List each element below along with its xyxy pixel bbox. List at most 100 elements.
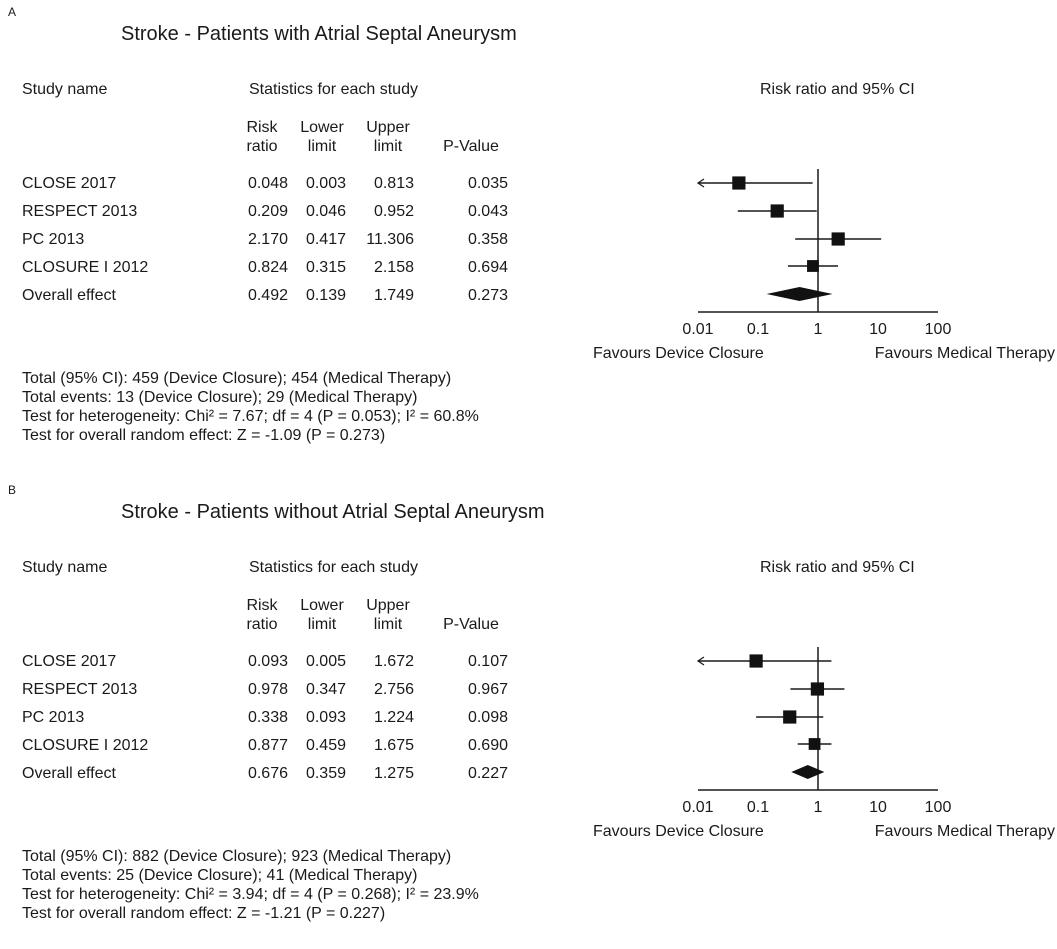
- upper-limit-value: 11.306: [366, 231, 414, 248]
- x-tick-label: 0.1: [747, 799, 769, 816]
- effect-square: [810, 682, 825, 696]
- p-value: 0.358: [467, 231, 508, 248]
- risk-ratio-header: Risk ratio: [246, 597, 278, 633]
- effect-square: [749, 654, 763, 668]
- effect-square: [732, 176, 746, 190]
- forest-plot: 0.01 0.1 1 10 100 Favours Device Closure Favou…: [593, 647, 1055, 840]
- study-name: CLOSE 2017: [22, 653, 117, 670]
- upper-limit-value: 1.275: [373, 765, 414, 782]
- lower-limit-value: 0.046: [305, 203, 346, 220]
- effect-square: [783, 710, 797, 724]
- favours-device-label: Favours Device Closure: [593, 823, 764, 840]
- overall-effect-diamond: [766, 287, 833, 301]
- upper-limit-value: 1.675: [373, 737, 414, 754]
- upper-limit-value: 1.672: [373, 653, 414, 670]
- risk-ratio-value: 0.048: [247, 175, 288, 192]
- overall-effect-diamond: [791, 765, 825, 779]
- summary-overall-test: Test for overall random effect: Z = -1.2…: [22, 905, 386, 922]
- plot-header: Risk ratio and 95% CI: [760, 81, 915, 98]
- x-tick-label: 0.01: [682, 799, 713, 816]
- panel-title: Stroke - Patients without Atrial Septal …: [121, 501, 545, 523]
- upper-limit-value: 1.749: [373, 287, 414, 304]
- summary-total: Total (95% CI): 459 (Device Closure); 45…: [22, 370, 452, 387]
- overall-effect-label: Overall effect: [22, 765, 116, 782]
- p-value: 0.227: [467, 765, 508, 782]
- summary-heterogeneity: Test for heterogeneity: Chi² = 7.67; df …: [22, 408, 479, 425]
- study-name: CLOSURE I 2012: [22, 259, 149, 276]
- p-value-header: P-Value: [443, 138, 499, 155]
- lower-limit-value: 0.315: [305, 259, 346, 276]
- x-tick-label: 1: [814, 799, 823, 816]
- effect-square: [770, 204, 784, 218]
- risk-ratio-value: 0.492: [247, 287, 288, 304]
- upper-limit-value: 1.224: [373, 709, 414, 726]
- upper-limit-header: Upper limit: [366, 119, 410, 155]
- p-value: 0.098: [467, 709, 508, 726]
- forest-plot: 0.01 0.1 1 10 100 Favours Device Closure Favou…: [593, 169, 1055, 362]
- overall-effect-label: Overall effect: [22, 287, 116, 304]
- study-name: PC 2013: [22, 231, 85, 248]
- lower-limit-header: Lower limit: [300, 597, 344, 633]
- ci-truncation-arrow: [696, 178, 705, 188]
- p-value: 0.967: [467, 681, 508, 698]
- study-name: CLOSURE I 2012: [22, 737, 149, 754]
- forest-plot-panel-a: A Stroke - Patients with Atrial Septal A…: [0, 0, 1057, 470]
- x-tick-label: 0.1: [747, 321, 769, 338]
- lower-limit-value: 0.347: [305, 681, 346, 698]
- p-value: 0.690: [467, 737, 508, 754]
- lower-limit-value: 0.359: [305, 765, 346, 782]
- x-tick-label: 100: [925, 799, 952, 816]
- lower-limit-value: 0.093: [305, 709, 346, 726]
- x-tick-label: 10: [869, 321, 887, 338]
- summary-events: Total events: 13 (Device Closure); 29 (M…: [22, 389, 418, 406]
- panel-letter: B: [8, 483, 17, 497]
- x-tick-label: 10: [869, 799, 887, 816]
- upper-limit-value: 0.952: [373, 203, 414, 220]
- favours-medical-label: Favours Medical Therapy: [875, 823, 1055, 840]
- risk-ratio-value: 0.978: [247, 681, 288, 698]
- favours-medical-label: Favours Medical Therapy: [875, 345, 1055, 362]
- risk-ratio-value: 0.093: [247, 653, 288, 670]
- p-value: 0.273: [467, 287, 508, 304]
- statistics-header: Statistics for each study: [249, 559, 418, 576]
- panel-letter: A: [8, 5, 17, 19]
- x-tick-label: 0.01: [682, 321, 713, 338]
- lower-limit-value: 0.005: [305, 653, 346, 670]
- p-value: 0.107: [467, 653, 508, 670]
- summary-events: Total events: 25 (Device Closure); 41 (M…: [22, 867, 418, 884]
- effect-square: [831, 232, 845, 246]
- study-name: PC 2013: [22, 709, 85, 726]
- p-value: 0.035: [467, 175, 508, 192]
- effect-square: [807, 260, 819, 272]
- p-value: 0.694: [467, 259, 508, 276]
- lower-limit-value: 0.459: [305, 737, 346, 754]
- forest-plot-panel-b: B Stroke - Patients without Atrial Septa…: [0, 478, 1057, 948]
- upper-limit-header: Upper limit: [366, 597, 410, 633]
- risk-ratio-value: 2.170: [247, 231, 288, 248]
- upper-limit-value: 0.813: [373, 175, 414, 192]
- lower-limit-value: 0.417: [305, 231, 346, 248]
- upper-limit-value: 2.158: [373, 259, 414, 276]
- x-tick-label: 1: [814, 321, 823, 338]
- plot-header: Risk ratio and 95% CI: [760, 559, 915, 576]
- x-tick-label: 100: [925, 321, 952, 338]
- risk-ratio-value: 0.877: [247, 737, 288, 754]
- risk-ratio-value: 0.676: [247, 765, 288, 782]
- summary-overall-test: Test for overall random effect: Z = -1.0…: [22, 427, 386, 444]
- effect-square: [808, 738, 821, 750]
- p-value-header: P-Value: [443, 616, 499, 633]
- lower-limit-value: 0.003: [305, 175, 346, 192]
- study-name-header: Study name: [22, 559, 108, 576]
- risk-ratio-header: Risk ratio: [246, 119, 278, 155]
- summary-heterogeneity: Test for heterogeneity: Chi² = 3.94; df …: [22, 886, 479, 903]
- study-name-header: Study name: [22, 81, 108, 98]
- upper-limit-value: 2.756: [373, 681, 414, 698]
- lower-limit-header: Lower limit: [300, 119, 344, 155]
- risk-ratio-value: 0.338: [247, 709, 288, 726]
- study-name: CLOSE 2017: [22, 175, 117, 192]
- favours-device-label: Favours Device Closure: [593, 345, 764, 362]
- lower-limit-value: 0.139: [305, 287, 346, 304]
- study-name: RESPECT 2013: [22, 681, 138, 698]
- risk-ratio-value: 0.209: [247, 203, 288, 220]
- risk-ratio-value: 0.824: [247, 259, 288, 276]
